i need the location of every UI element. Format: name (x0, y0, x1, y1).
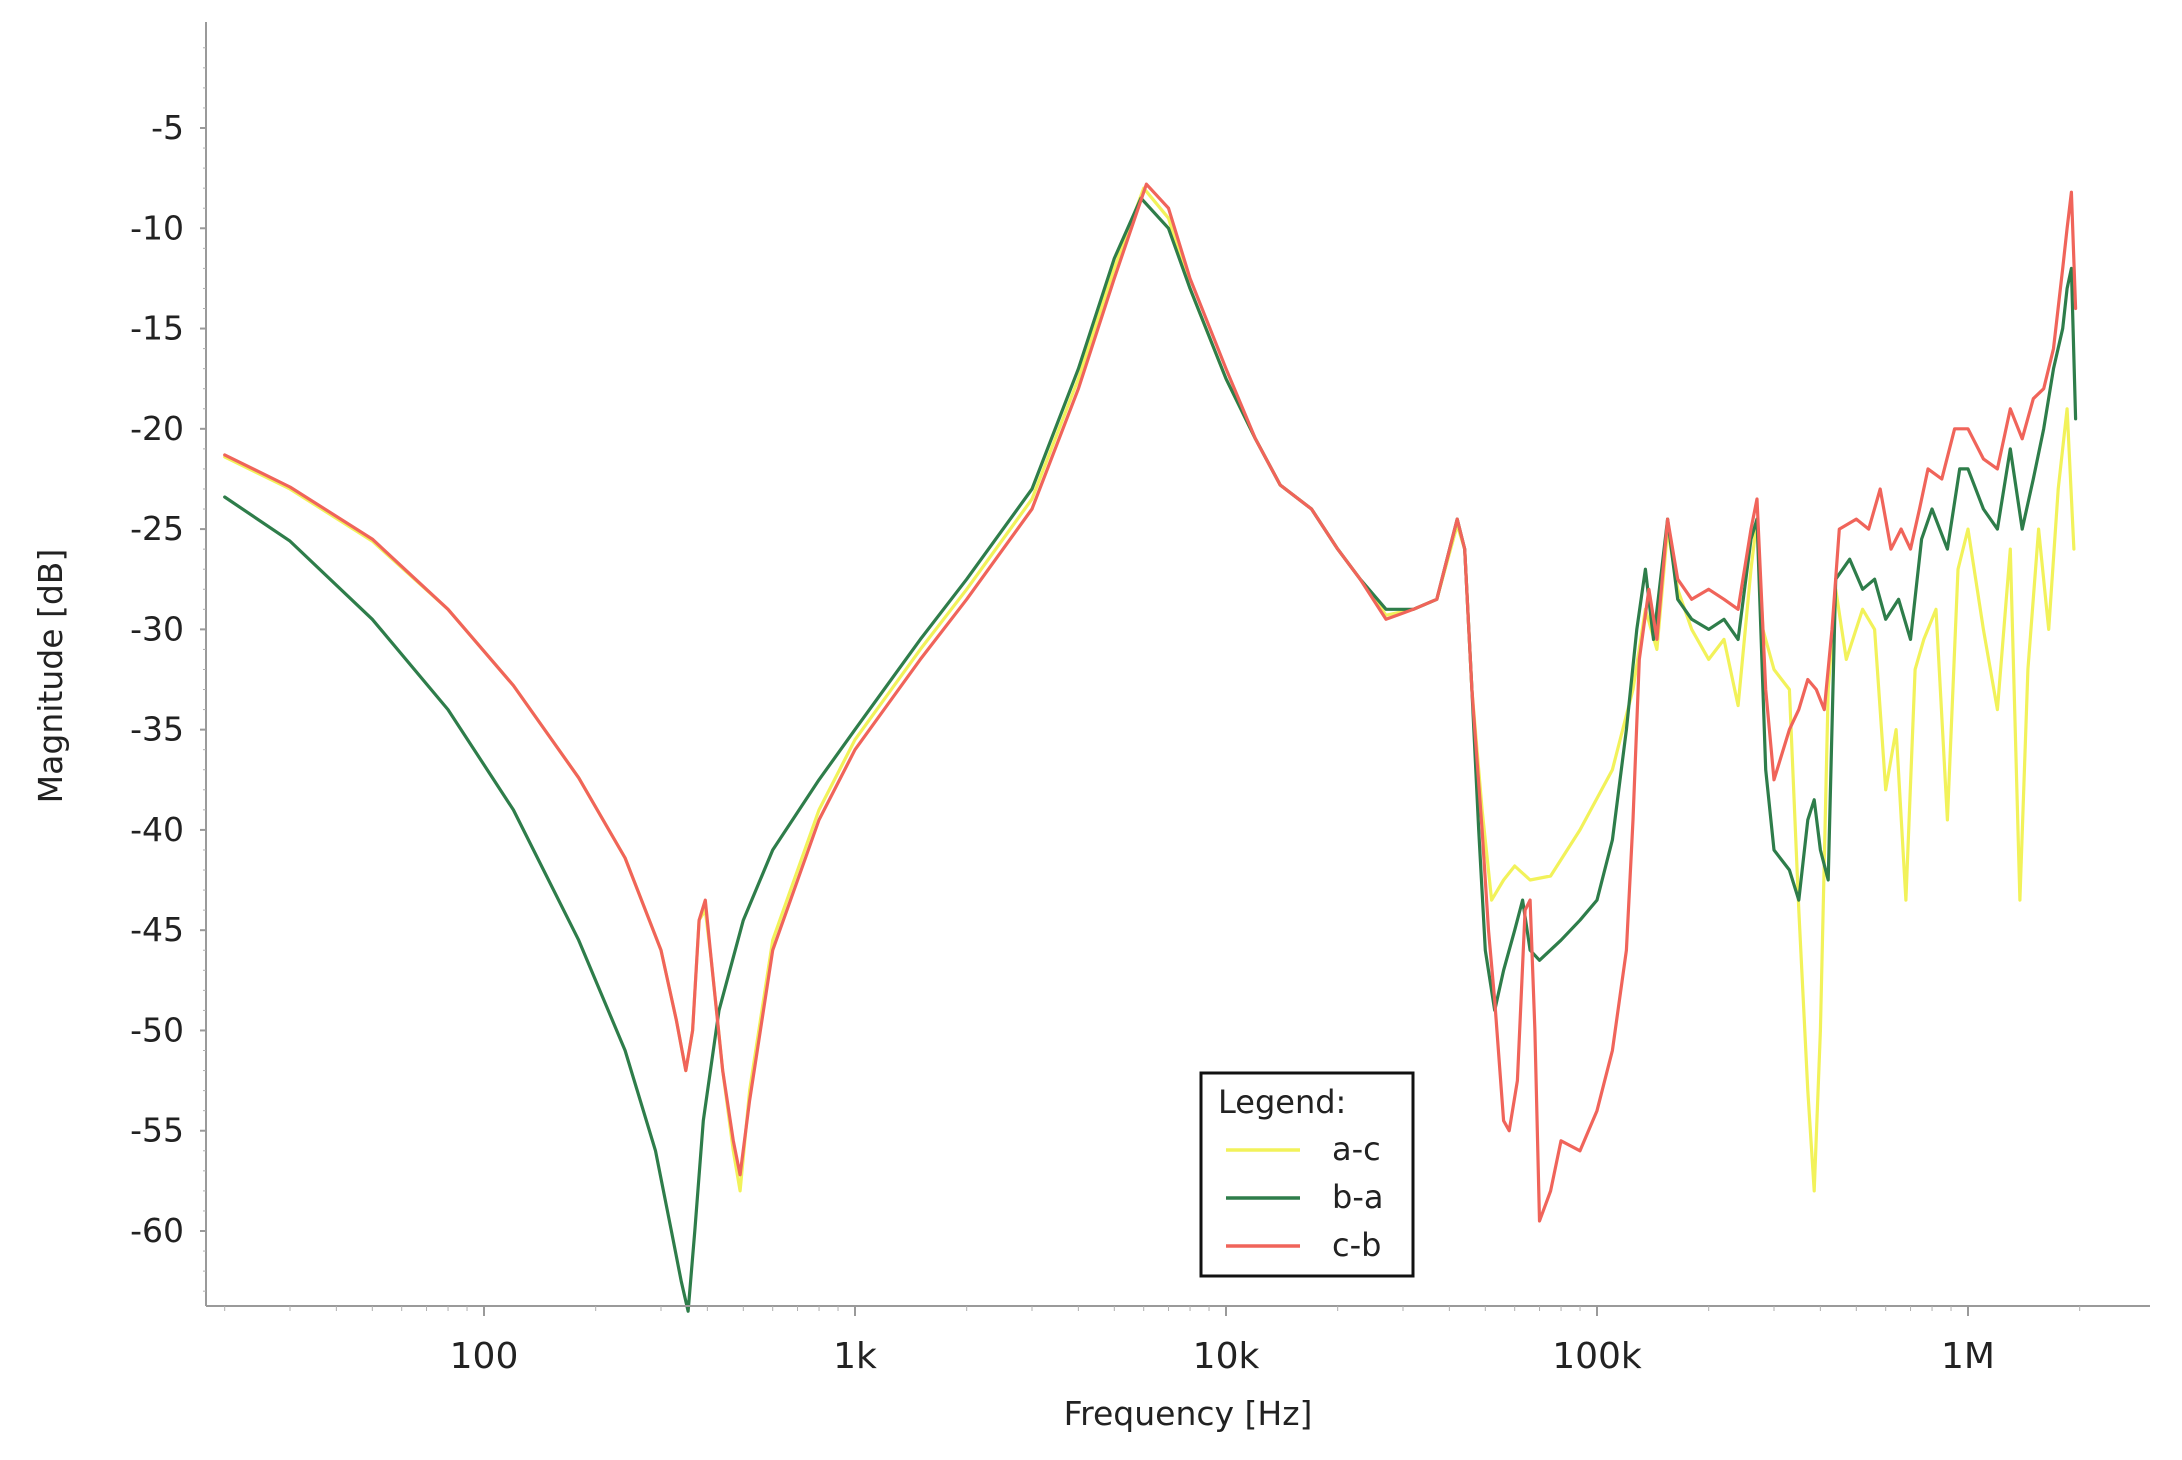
x-tick-label: 100k (1552, 1336, 1642, 1377)
x-tick-label: 10k (1193, 1336, 1260, 1377)
legend-label-b-a: b-a (1332, 1178, 1383, 1216)
y-tick-label: -55 (130, 1111, 184, 1150)
y-tick-label: -15 (130, 309, 184, 348)
series-layer (223, 182, 2078, 1313)
series-line-b-a (223, 196, 2078, 1313)
y-tick-label: -50 (130, 1010, 184, 1049)
y-axis-title: Magnitude [dB] (31, 549, 70, 804)
x-tick-label: 1M (1941, 1336, 1995, 1377)
y-tick-label: -10 (130, 208, 184, 247)
series-line-c-b (223, 182, 2078, 1223)
y-tick-label: -35 (130, 710, 184, 749)
legend-items: a-c b-a c-b (1226, 1130, 1383, 1264)
y-tick-label: -25 (130, 509, 184, 548)
x-tick-label: 1k (833, 1336, 877, 1377)
legend-title: Legend: (1218, 1083, 1346, 1121)
legend-box (1199, 1071, 1415, 1278)
x-tick-label: 100 (450, 1336, 519, 1377)
series-line-a-c (223, 186, 2076, 1193)
legend-label-c-b: c-b (1332, 1226, 1381, 1264)
axes (205, 22, 2150, 1307)
legend: Legend: a-c b-a c-b (1199, 1071, 1415, 1278)
legend-label-a-c: a-c (1332, 1130, 1381, 1168)
y-tick-label: -60 (130, 1211, 184, 1250)
x-axis-title: Frequency [Hz] (1064, 1394, 1313, 1433)
y-tick-label: -20 (130, 409, 184, 448)
x-ticks: 100 1k 10k 100k 1M (224, 1306, 2081, 1377)
y-tick-label: -40 (130, 810, 184, 849)
y-tick-label: -45 (130, 910, 184, 949)
y-tick-label: -30 (130, 609, 184, 648)
y-tick-label: -5 (151, 108, 184, 147)
y-ticks: -5 -10 -15 -20 -25 -30 -35 -40 -45 -50 -55 -60 (130, 47, 206, 1292)
